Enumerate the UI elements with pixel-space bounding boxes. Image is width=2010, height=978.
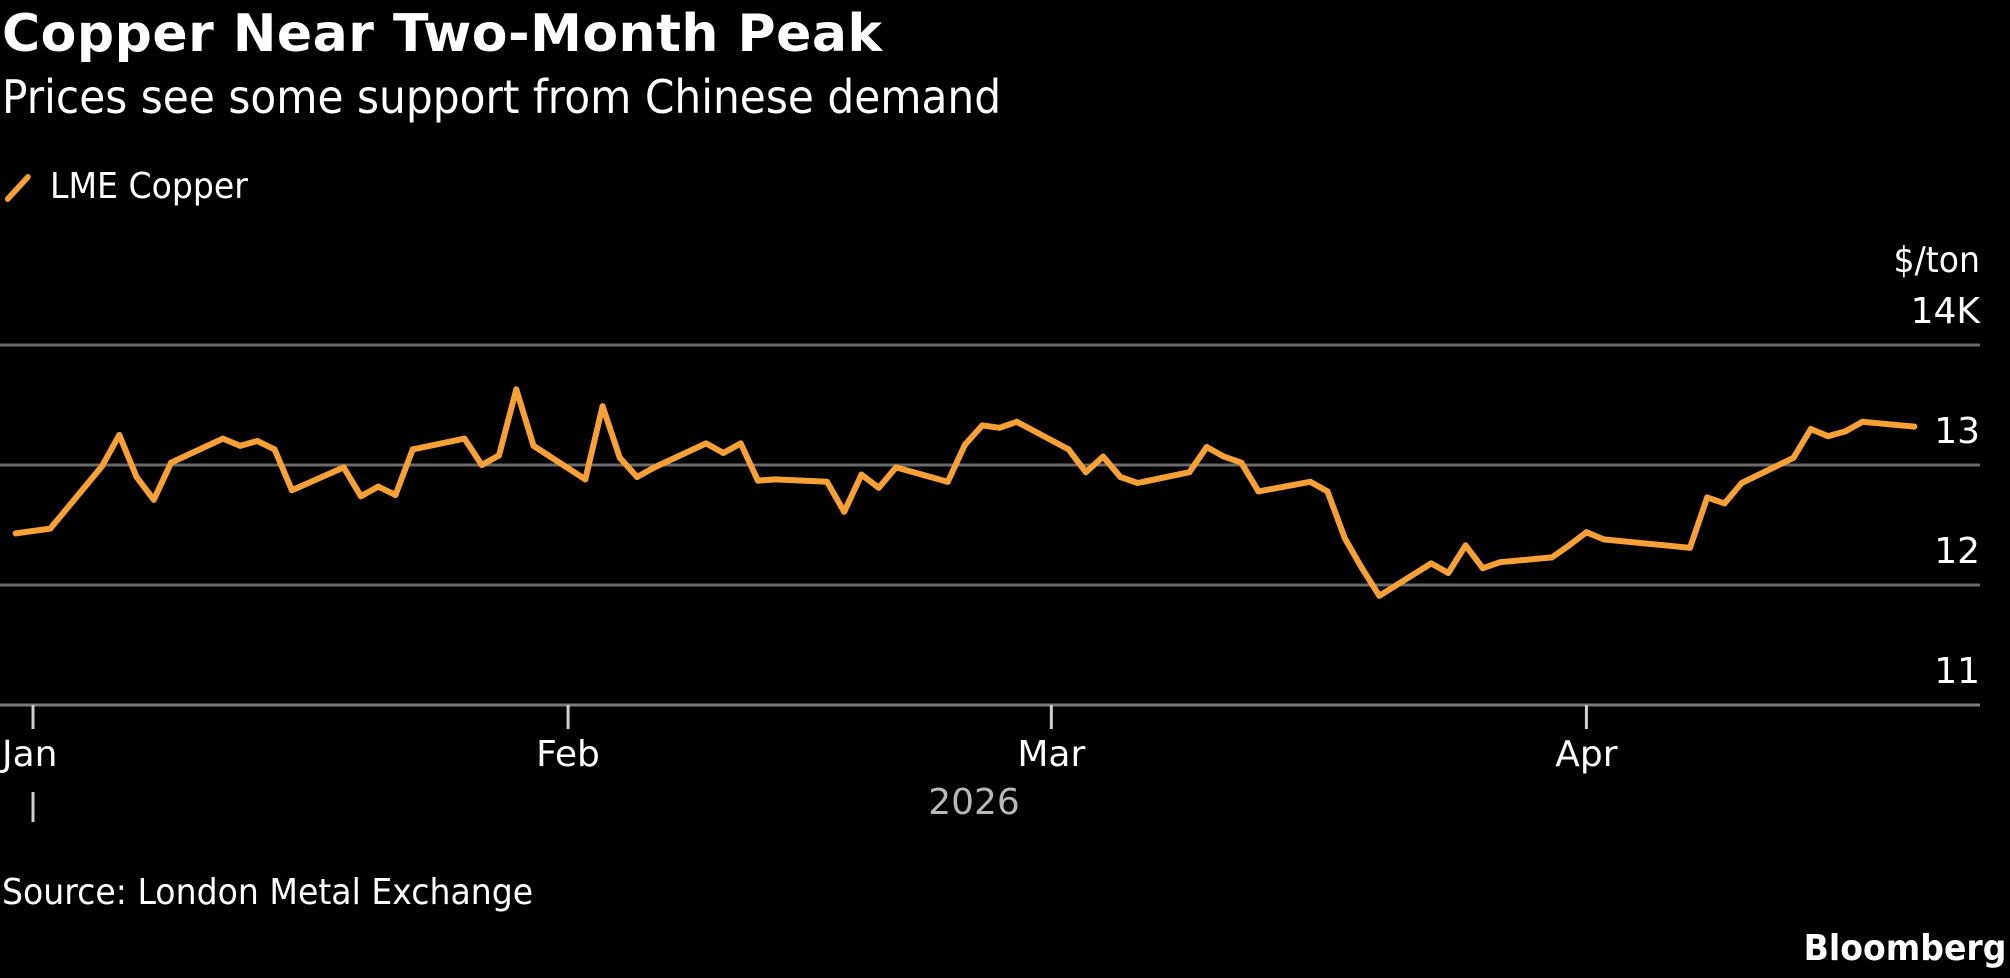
- source-note: Source: London Metal Exchange: [2, 872, 534, 913]
- data-point: [1376, 592, 1383, 599]
- data-point: [703, 440, 710, 447]
- data-point: [1686, 544, 1693, 551]
- data-point: [513, 386, 520, 393]
- data-point: [409, 446, 416, 453]
- data-point: [599, 403, 606, 410]
- data-point: [1911, 423, 1918, 430]
- data-point: [1307, 478, 1314, 485]
- data-point: [875, 484, 882, 491]
- data-point: [116, 432, 123, 438]
- data-point: [1428, 560, 1435, 567]
- data-point: [1134, 480, 1141, 486]
- data-point: [1238, 459, 1245, 466]
- data-point: [392, 492, 399, 498]
- y-tick-labels: 11 12 13 14K: [1911, 291, 1982, 692]
- data-point: [1479, 565, 1486, 572]
- data-point: [737, 440, 744, 447]
- data-point: [996, 424, 1003, 431]
- data-point: [1013, 418, 1020, 425]
- bloomberg-logo: Bloomberg: [1803, 928, 2006, 969]
- data-point: [1445, 570, 1452, 576]
- data-point: [1583, 529, 1590, 536]
- data-point: [1566, 542, 1573, 549]
- data-point: [461, 435, 468, 442]
- data-point: [357, 493, 364, 500]
- y-tick-label: 14K: [1911, 291, 1982, 332]
- data-point: [496, 452, 503, 459]
- data-point: [720, 450, 727, 456]
- data-point: [754, 477, 761, 484]
- data-point: [1704, 494, 1711, 501]
- data-point: [823, 478, 830, 485]
- data-point: [271, 446, 278, 453]
- data-point: [1807, 426, 1814, 432]
- data-point: [1065, 446, 1072, 453]
- data-point: [1341, 535, 1348, 542]
- data-point: [150, 496, 157, 503]
- y-axis-unit-label: $/ton: [1893, 240, 1980, 281]
- y-tick-label: 11: [1934, 651, 1980, 692]
- y-tick-label: 12: [1934, 531, 1980, 572]
- data-point: [1825, 433, 1832, 440]
- data-point: [168, 459, 175, 466]
- data-point: [1497, 559, 1504, 566]
- data-point: [12, 530, 19, 537]
- series-line-lme-copper: [12, 386, 1918, 599]
- data-point: [47, 525, 54, 532]
- data-point: [841, 508, 848, 515]
- data-point: [979, 422, 986, 429]
- x-tick-label: Mar: [1017, 734, 1085, 775]
- data-point: [1359, 565, 1366, 572]
- data-point: [893, 464, 899, 471]
- data-point: [858, 471, 865, 478]
- data-point: [1186, 469, 1193, 476]
- data-point: [1721, 500, 1728, 507]
- x-ticks: Jan Feb Mar Apr 2026: [0, 705, 1618, 823]
- data-point: [1738, 480, 1745, 486]
- data-point: [254, 438, 261, 444]
- data-point: [288, 487, 295, 494]
- data-point: [133, 474, 140, 480]
- data-point: [616, 454, 623, 461]
- gridlines: [0, 343, 1980, 707]
- chart-subtitle: Prices see some support from Chinese dem…: [2, 70, 1002, 124]
- data-point: [962, 441, 969, 448]
- data-point: [634, 474, 641, 480]
- data-point: [530, 442, 537, 449]
- data-point: [1220, 453, 1227, 460]
- data-point: [478, 462, 485, 468]
- data-point: [582, 476, 589, 483]
- data-point: [772, 476, 779, 483]
- data-point: [944, 478, 951, 485]
- data-point: [1548, 554, 1555, 561]
- x-tick-label: Feb: [536, 734, 600, 775]
- data-point: [1842, 428, 1849, 435]
- chart-title: Copper Near Two-Month Peak: [2, 4, 883, 64]
- legend-swatch-line-icon: [4, 173, 31, 202]
- legend: LME Copper: [4, 166, 248, 207]
- data-point: [1324, 488, 1331, 495]
- data-point: [1117, 474, 1124, 480]
- x-year-label: 2026: [928, 782, 1020, 823]
- data-point: [99, 463, 106, 470]
- data-point: [237, 442, 244, 449]
- data-point: [1462, 542, 1469, 549]
- data-point: [1100, 453, 1107, 460]
- data-point: [219, 435, 226, 442]
- data-point: [651, 464, 658, 471]
- data-point: [340, 464, 347, 471]
- data-point: [1082, 469, 1089, 476]
- x-tick-label: Jan: [0, 734, 58, 775]
- legend-label: LME Copper: [50, 166, 248, 207]
- data-point: [375, 483, 382, 490]
- series-group: [12, 386, 1918, 599]
- data-point: [1859, 418, 1866, 425]
- data-point: [1600, 536, 1607, 543]
- y-tick-label: 13: [1934, 411, 1980, 452]
- data-point: [1203, 444, 1210, 450]
- data-point: [1255, 488, 1262, 495]
- data-point: [1790, 454, 1797, 461]
- x-tick-label: Apr: [1555, 734, 1617, 775]
